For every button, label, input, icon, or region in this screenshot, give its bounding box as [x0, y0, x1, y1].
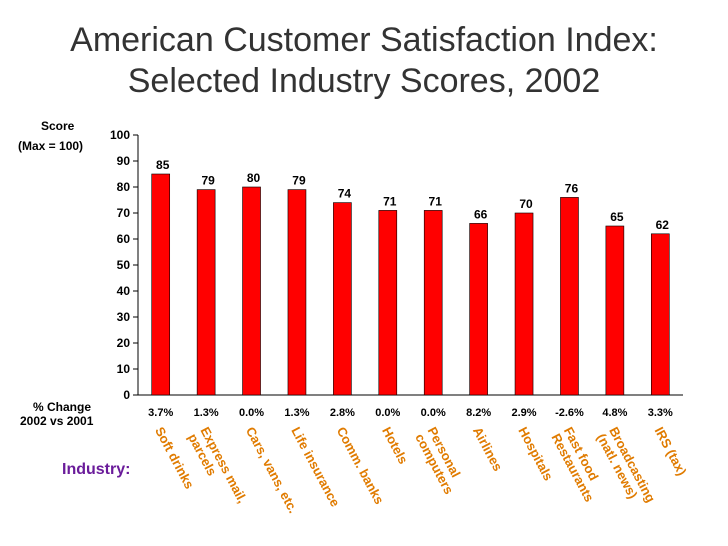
data-label: 76 [565, 181, 579, 195]
data-label: 65 [610, 210, 624, 224]
max-label: (Max = 100) [18, 139, 84, 153]
category-label-line: Airlines [470, 424, 506, 473]
industry-label: Industry: [62, 461, 131, 478]
data-label: 66 [474, 207, 488, 221]
bar [560, 197, 579, 396]
chart-title: American Customer Satisfaction Index: Se… [0, 20, 728, 102]
data-label: 62 [656, 218, 670, 232]
data-label: 70 [519, 197, 533, 211]
category-label-line: Hotels [379, 424, 411, 466]
category-label-line: Hospitals [515, 424, 556, 483]
category-label: Broadcasting(natl. news) [594, 424, 659, 511]
pct-change-label: 1.3% [284, 407, 309, 419]
category-label: Personalcomputers [412, 424, 469, 496]
bar [378, 210, 398, 396]
category-label: Life insurance [288, 424, 343, 509]
pct-change-label: 3.3% [648, 407, 673, 419]
pct-change-label: 2.9% [512, 407, 537, 419]
category-label: Comm. banks [334, 424, 387, 506]
bar [151, 173, 171, 396]
data-label: 79 [201, 174, 215, 188]
bar [196, 189, 216, 396]
data-label: 71 [429, 194, 443, 208]
pct-change-label: 0.0% [421, 407, 446, 419]
category-label: IRS (tax) [652, 424, 690, 478]
bar [605, 225, 625, 396]
category-label: Express mail,parcels [185, 424, 250, 512]
y-tick-label: 70 [117, 206, 131, 220]
score-label: Score [41, 119, 75, 133]
category-label-line: Comm. banks [334, 424, 387, 506]
title-line-1: American Customer Satisfaction Index: [70, 21, 658, 59]
pct-change-label: 2.8% [330, 407, 355, 419]
y-tick-label: 50 [117, 258, 131, 272]
bar [469, 223, 488, 396]
bar [287, 189, 307, 396]
bar [514, 212, 534, 396]
category-label: Hospitals [515, 424, 556, 483]
y-tick-label: 80 [117, 180, 131, 194]
y-tick-label: 30 [117, 310, 131, 324]
y-tick-label: 90 [117, 154, 131, 168]
category-label: Hotels [379, 424, 411, 466]
y-tick-label: 0 [123, 388, 130, 402]
pct-change-label: 1.3% [194, 407, 219, 419]
bar [650, 233, 670, 396]
y-tick-label: 100 [110, 128, 130, 142]
pct-change-label: 0.0% [239, 407, 264, 419]
y-tick-label: 10 [117, 362, 131, 376]
data-label: 80 [247, 171, 261, 185]
y-tick-label: 40 [117, 284, 131, 298]
change-label-1: % Change [33, 400, 92, 414]
pct-change-label: 4.8% [602, 407, 627, 419]
category-label-line: Life insurance [288, 424, 343, 509]
bar [423, 210, 443, 396]
title-line-2: Selected Industry Scores, 2002 [127, 62, 601, 100]
bar [333, 202, 352, 396]
pct-change-label: 0.0% [375, 407, 400, 419]
data-label: 71 [383, 194, 397, 208]
change-label-2: 2002 vs 2001 [20, 414, 94, 428]
bar [242, 186, 261, 396]
data-label: 79 [292, 174, 306, 188]
y-tick-label: 60 [117, 232, 131, 246]
pct-change-label: 8.2% [466, 407, 491, 419]
category-label: Airlines [470, 424, 506, 473]
pct-change-label: 3.7% [148, 407, 173, 419]
pct-change-label: -2.6% [555, 407, 584, 419]
y-tick-label: 20 [117, 336, 131, 350]
data-label: 74 [338, 187, 352, 201]
category-label-line: IRS (tax) [652, 424, 690, 478]
data-label: 85 [156, 158, 170, 172]
